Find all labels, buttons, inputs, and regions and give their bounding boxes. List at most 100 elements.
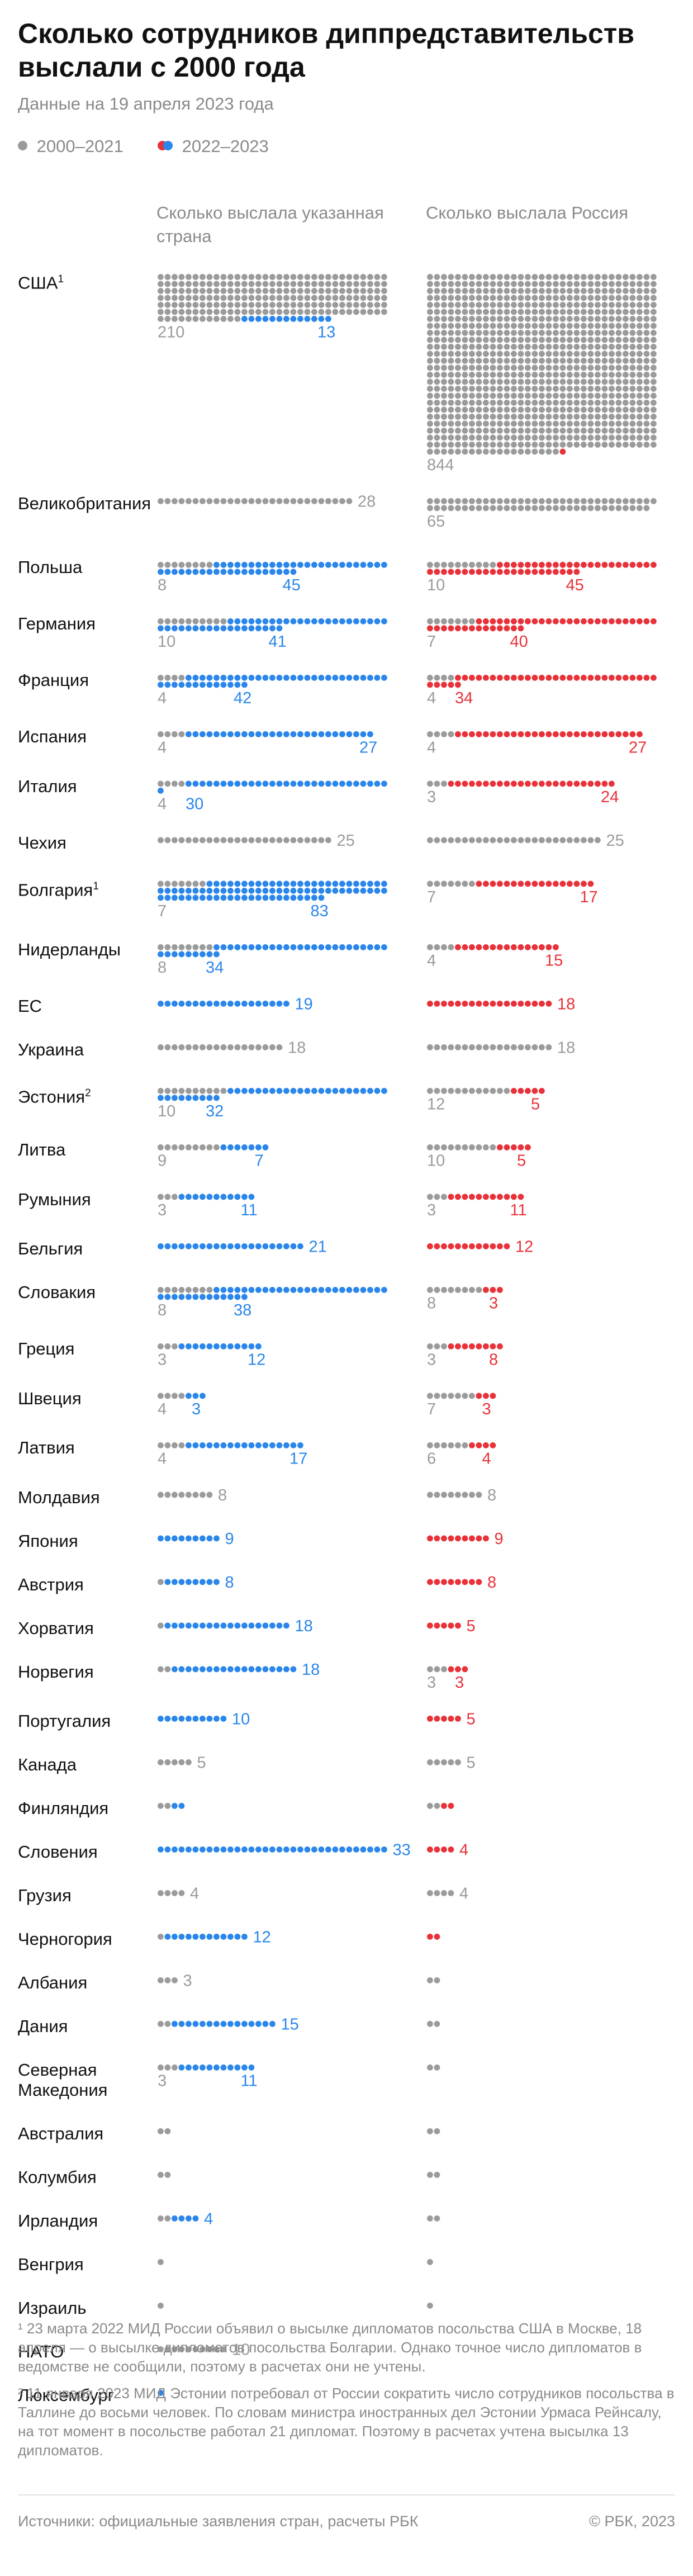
- dot-old: [158, 1393, 164, 1399]
- dot-old: [490, 323, 496, 329]
- dot-new: [186, 1666, 192, 1673]
- row-label-text: Франция: [18, 670, 89, 690]
- value-old-russia-16: 8: [427, 1295, 436, 1313]
- dot-old: [381, 281, 387, 287]
- dot-new: [504, 944, 510, 950]
- row-label-text: Германия: [18, 614, 96, 633]
- dot-old: [158, 281, 164, 287]
- dot-new: [332, 731, 339, 737]
- dot-old: [651, 309, 657, 315]
- dot-new: [227, 675, 234, 681]
- dot-old: [178, 1491, 185, 1498]
- dot-new: [220, 1243, 227, 1249]
- dot-new: [186, 1294, 192, 1300]
- dot-old: [559, 337, 566, 343]
- dot-new: [213, 731, 220, 737]
- dot-new: [269, 569, 276, 575]
- dot-old: [643, 428, 650, 434]
- dot-new: [353, 1287, 359, 1293]
- dot-old: [469, 442, 475, 448]
- dot-old: [483, 274, 489, 280]
- dot-new: [469, 780, 475, 787]
- dot-new: [186, 731, 192, 737]
- dot-new: [178, 1579, 185, 1585]
- row-label: Норвегия: [18, 1662, 158, 1682]
- dot-old: [462, 309, 468, 315]
- dot-old: [581, 434, 587, 441]
- dots-russia-2: [427, 562, 657, 575]
- dot-old: [206, 498, 213, 504]
- dot-new: [353, 780, 359, 787]
- dot-old: [213, 295, 220, 301]
- dot-old: [164, 1759, 171, 1765]
- dot-new: [441, 1622, 447, 1629]
- dot-new: [269, 944, 276, 950]
- dot-new: [332, 1846, 339, 1853]
- dot-old: [158, 1044, 164, 1050]
- dot-old: [158, 2259, 164, 2265]
- dot-old: [609, 420, 615, 427]
- dot-old: [581, 498, 587, 504]
- value-new-russia-12: 5: [531, 1096, 540, 1114]
- dot-new: [497, 731, 503, 737]
- dot-old: [346, 288, 353, 294]
- row-label-text: Литва: [18, 1140, 66, 1159]
- dot-old: [504, 414, 510, 420]
- dot-old: [637, 400, 643, 406]
- dot-old: [531, 400, 538, 406]
- dot-new: [367, 562, 373, 568]
- dot-old: [615, 358, 622, 364]
- dot-old: [462, 428, 468, 434]
- dot-old: [601, 351, 608, 357]
- dot-old: [511, 288, 517, 294]
- dot-new: [455, 944, 461, 950]
- dot-old: [609, 351, 615, 357]
- dot-old: [248, 498, 255, 504]
- value-new-country-22: 8: [225, 1574, 234, 1592]
- dot-old: [206, 2346, 213, 2352]
- dot-new: [441, 1535, 447, 1542]
- dot-old: [539, 281, 545, 287]
- dot-old: [504, 337, 510, 343]
- dot-new: [269, 1846, 276, 1853]
- dot-old: [346, 295, 353, 301]
- dot-old: [448, 944, 454, 950]
- dot-new: [262, 731, 269, 737]
- dot-old: [637, 302, 643, 308]
- row-label-text: Япония: [18, 1531, 78, 1551]
- dot-new: [255, 625, 262, 632]
- dot-old: [192, 1287, 199, 1293]
- dot-new: [213, 625, 220, 632]
- dot-old: [615, 378, 622, 385]
- dot-old: [553, 316, 559, 322]
- dot-new: [186, 1622, 192, 1629]
- dot-old: [476, 358, 482, 364]
- dot-new: [490, 731, 496, 737]
- dot-new: [360, 562, 367, 568]
- dot-new: [234, 1934, 241, 1940]
- dot-old: [427, 302, 433, 308]
- dot-new: [262, 625, 269, 632]
- dot-new: [297, 1088, 303, 1094]
- dot-old: [553, 434, 559, 441]
- dots-russia-10: [427, 1001, 552, 1007]
- dot-old: [559, 330, 566, 336]
- dot-old: [553, 358, 559, 364]
- dot-old: [455, 1491, 461, 1498]
- dot-new: [262, 1846, 269, 1853]
- dot-new: [269, 1088, 276, 1094]
- dot-old: [476, 400, 482, 406]
- dot-old: [455, 330, 461, 336]
- dots-russia-8: [427, 880, 594, 887]
- dot-new: [276, 1287, 283, 1293]
- row-label: Северная Македония: [18, 2060, 158, 2100]
- dot-new: [178, 894, 185, 901]
- dot-old: [304, 837, 311, 844]
- dot-old: [434, 1044, 440, 1050]
- dot-new: [332, 562, 339, 568]
- dot-old: [511, 364, 517, 371]
- dot-old: [581, 358, 587, 364]
- dot-new: [290, 888, 297, 894]
- dot-old: [455, 288, 461, 294]
